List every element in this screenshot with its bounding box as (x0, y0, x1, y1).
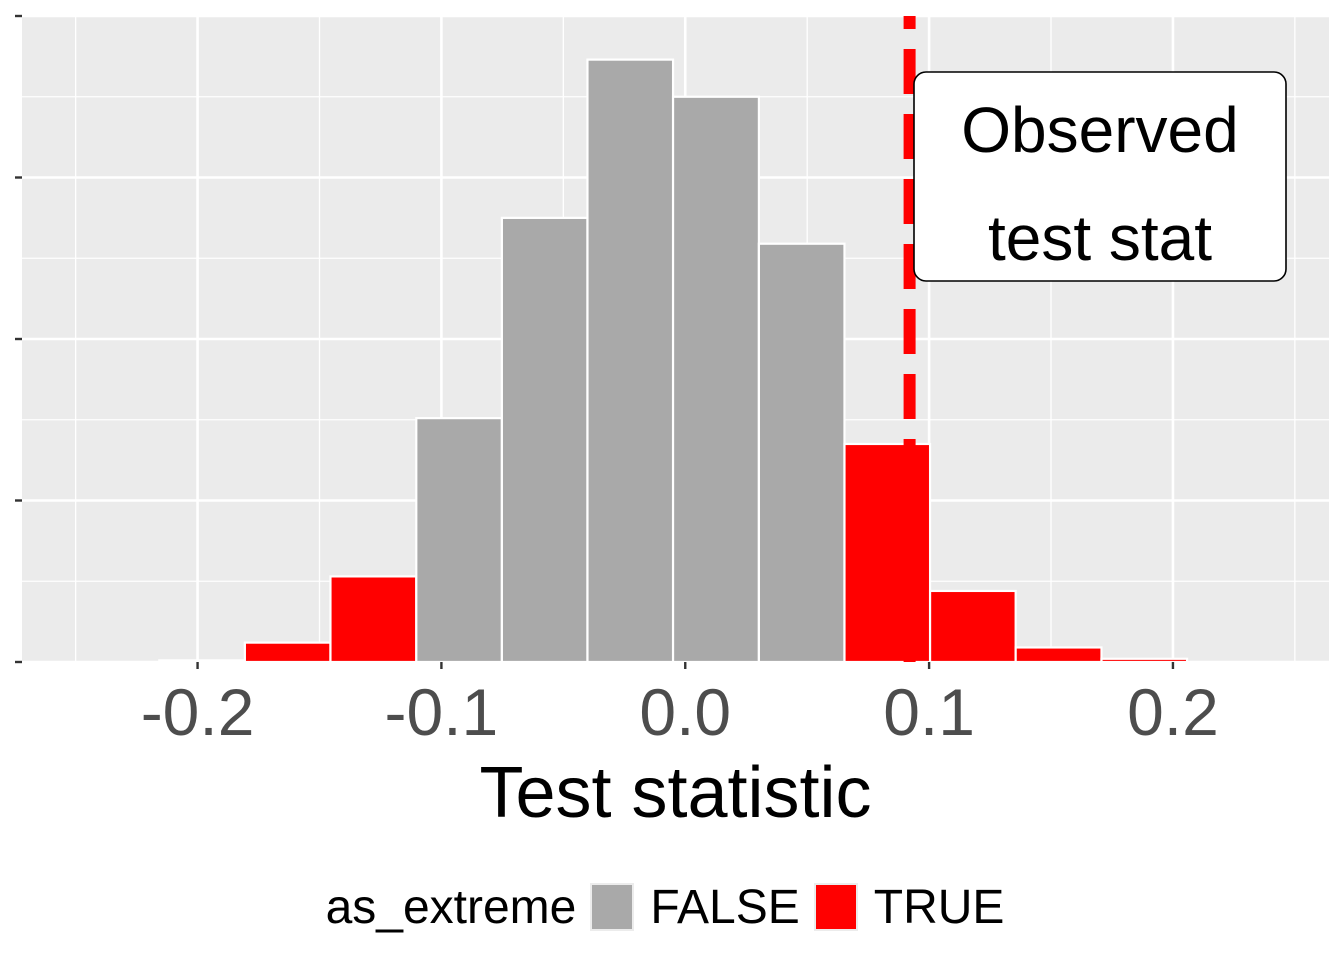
histogram-bar (1014, 646, 1103, 664)
legend-swatch-true (815, 885, 856, 929)
label-text-line: test stat (988, 202, 1212, 274)
histogram-bar (757, 242, 846, 664)
x-tick-label: 0.0 (639, 675, 731, 749)
legend-label-true: TRUE (873, 880, 1005, 934)
observed-test-stat-label: Observed test stat (913, 71, 1287, 282)
y-axis-ticks (15, 14, 22, 664)
histogram-bar (586, 58, 675, 664)
x-tick-label: 0.2 (1127, 675, 1219, 749)
histogram-bar (415, 417, 503, 664)
histogram-bar (928, 589, 1017, 664)
x-tick-label: -0.1 (385, 675, 499, 749)
legend: as_extreme FALSE TRUE (0, 872, 1344, 942)
legend-label-false: FALSE (650, 880, 800, 934)
label-box (913, 71, 1287, 282)
legend-key-true (813, 883, 858, 931)
legend-key-false (590, 883, 635, 931)
histogram-bar (671, 95, 760, 664)
legend-item-false: FALSE (590, 880, 800, 935)
x-axis-ticks: -0.2 -0.1 0.0 0.1 0.2 (141, 662, 1219, 749)
histogram-bar (329, 575, 418, 664)
histogram-bar (1100, 657, 1189, 664)
legend-title: as_extreme (325, 880, 577, 934)
x-tick-label: -0.2 (141, 675, 255, 749)
histogram-bar (158, 659, 246, 664)
label-text-line: Observed (961, 94, 1238, 166)
histogram-bar (843, 442, 932, 664)
legend-swatch-false (592, 885, 633, 929)
histogram-bar (243, 641, 332, 664)
histogram-bars (158, 58, 1189, 664)
legend-item-true: TRUE (813, 880, 1005, 935)
histogram-bar (500, 216, 589, 664)
x-tick-label: 0.1 (883, 675, 975, 749)
x-axis-title: Test statistic (479, 753, 871, 833)
